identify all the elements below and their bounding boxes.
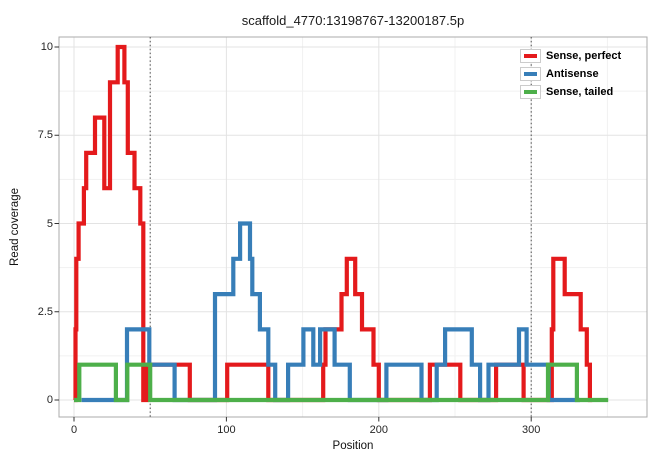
x-tick-label: 0 [70, 424, 78, 436]
y-tick-label: 7.5 [37, 129, 53, 142]
legend-key-line-icon [524, 72, 537, 76]
series-line-sense-tailed [74, 362, 609, 403]
legend-key [520, 85, 541, 99]
y-tick-label: 10 [40, 41, 53, 53]
series-line-antisense [81, 221, 580, 403]
panel-border [58, 36, 648, 418]
legend-label: Sense, perfect [546, 50, 622, 62]
y-tick-label: 0 [46, 394, 53, 406]
plot-panel [59, 37, 647, 417]
y-tick-label: 5 [46, 217, 53, 230]
legend: Sense, perfect Antisense Sense, tailed [520, 47, 621, 101]
x-tick-label: 100 [217, 424, 236, 436]
legend-key [520, 49, 541, 63]
y-tick-label: 2.5 [37, 305, 53, 318]
x-tick-label: 200 [369, 424, 388, 436]
legend-key-line-icon [524, 54, 537, 58]
legend-label: Antisense [546, 68, 599, 80]
legend-item-sense-perfect: Sense, perfect [520, 47, 621, 65]
chart-title: scaffold_4770:13198767-13200187.5p [241, 13, 465, 28]
legend-key-line-icon [524, 90, 537, 94]
legend-key [520, 67, 541, 81]
legend-item-sense-tailed: Sense, tailed [520, 83, 621, 101]
legend-label: Sense, tailed [546, 86, 614, 98]
legend-item-antisense: Antisense [520, 65, 621, 83]
x-axis-title: Position [332, 440, 374, 452]
x-tick-label: 300 [522, 424, 541, 436]
